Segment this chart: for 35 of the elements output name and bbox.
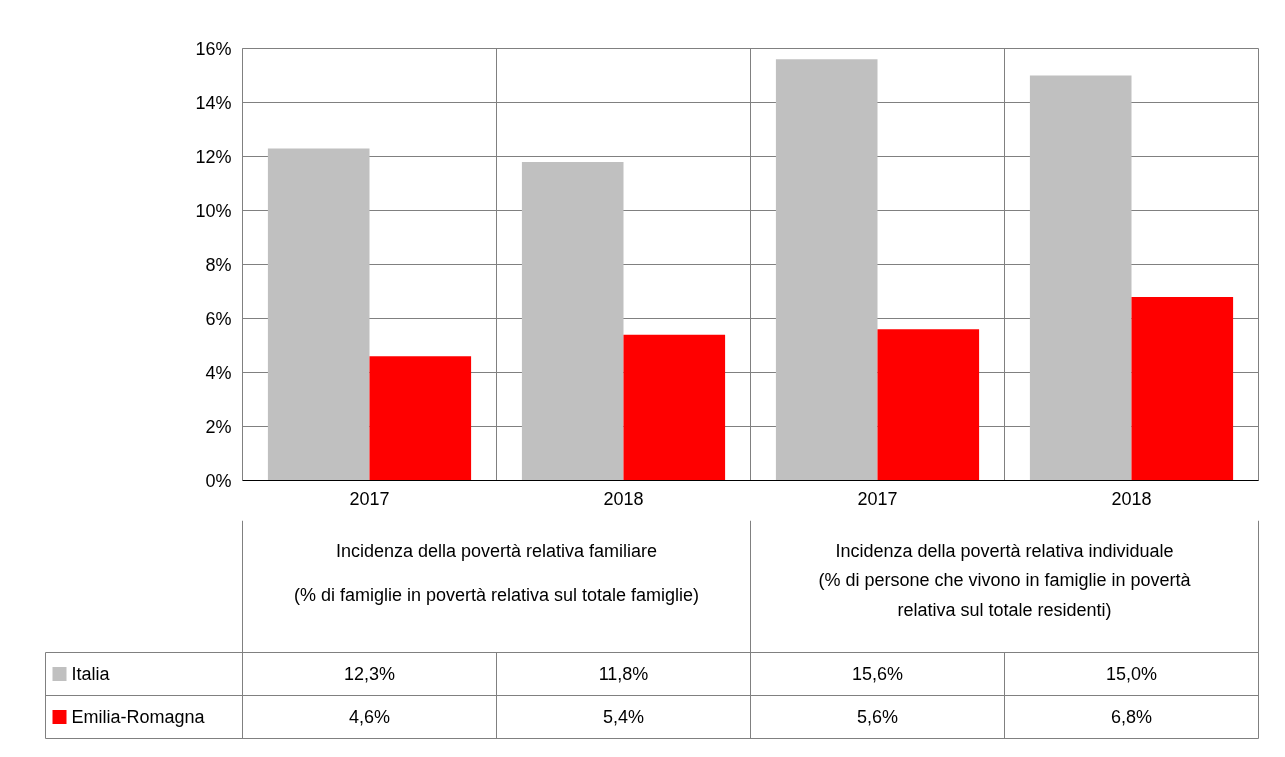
bar [775,59,878,481]
x-tick-label: 2017 [349,488,390,509]
data-label: 11,8% [598,664,649,684]
y-tick-label: 12% [195,146,232,167]
data-label: 6,8% [1110,707,1153,727]
bar [1029,75,1132,481]
legend-label: Italia [71,664,111,684]
y-tick-label: 0% [205,470,232,491]
text: (% di famiglie in povertà relativa sul totale famiglie) [293,584,700,605]
text: (% di persone che vivono in famiglie in povertà relativa sul totale residenti) [818,569,1192,620]
y-tick-label: 14% [195,92,232,113]
x-tick-label: 2018 [603,488,644,509]
data-label: 5,6% [856,707,899,727]
bar [521,161,624,481]
y-tick-label: 4% [205,362,232,383]
data-label: 15,0% [1105,664,1158,684]
bar [369,356,472,481]
data-label: 4,6% [348,707,391,727]
y-tick-label: 2% [205,416,232,437]
text: Incidenza della povertà relativa familiare [335,540,658,561]
data-label: 12,3% [343,664,396,684]
y-tick-label: 16% [195,38,232,59]
y-tick-label: 6% [205,308,232,329]
x-tick-label: 2017 [857,488,898,509]
data-label: 5,4% [602,707,645,727]
bar [877,329,980,481]
bar [623,334,726,481]
y-tick-label: 8% [205,254,232,275]
y-tick-label: 10% [195,200,232,221]
legend-label: Emilia-Romagna [71,707,206,727]
data-label: 15,6% [851,664,904,684]
bar [1131,296,1234,481]
bar [267,148,370,481]
text: Incidenza della povertà relativa individuale [835,540,1174,561]
x-tick-label: 2018 [1111,488,1152,509]
